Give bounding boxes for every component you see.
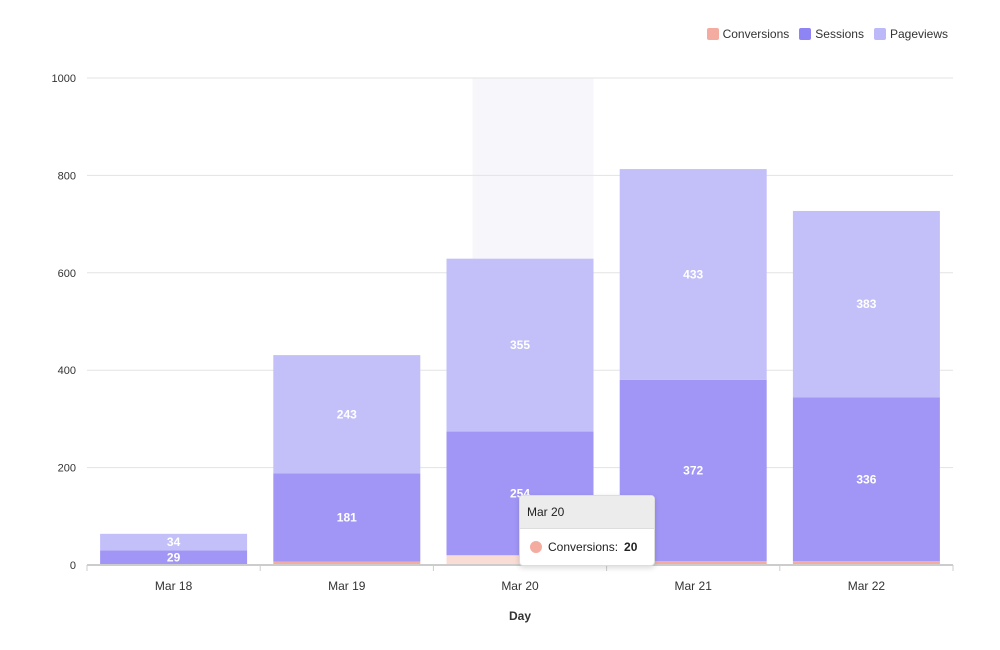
legend-item-pageviews[interactable]: Pageviews xyxy=(873,27,948,41)
bar-conversions xyxy=(619,561,767,565)
conversions-swatch xyxy=(706,28,719,40)
data-label: 29 xyxy=(167,550,181,564)
legend-label: Conversions xyxy=(722,27,790,41)
bar-pageviews xyxy=(100,533,248,551)
x-tick-label: Mar 19 xyxy=(328,579,366,593)
tooltip: Mar 20 Conversions: 20 xyxy=(519,495,655,566)
data-label: 372 xyxy=(683,464,703,478)
bar-sessions xyxy=(100,550,248,565)
y-tick-label: 600 xyxy=(58,268,76,280)
bar-conversions xyxy=(273,561,421,565)
y-tick-label: 200 xyxy=(58,463,76,475)
data-label: 243 xyxy=(337,407,357,421)
x-tick-label: Mar 18 xyxy=(155,579,193,593)
pageviews-swatch xyxy=(873,28,886,40)
y-tick-label: 800 xyxy=(58,170,76,182)
y-tick-label: 400 xyxy=(58,365,76,377)
sessions-swatch xyxy=(799,28,812,40)
tooltip-label: Conversions: xyxy=(548,540,619,554)
x-axis-title: Day xyxy=(509,609,531,623)
data-label: 336 xyxy=(856,472,876,486)
bar-pageviews xyxy=(273,355,421,474)
y-tick-label: 0 xyxy=(70,560,76,572)
bar-conversions xyxy=(792,561,940,565)
tooltip-color-dot xyxy=(530,541,542,553)
legend: Conversions Sessions Pageviews xyxy=(706,27,948,41)
x-tick-label: Mar 21 xyxy=(675,579,713,593)
data-label: 355 xyxy=(510,338,530,352)
x-tick-label: Mar 20 xyxy=(501,579,539,593)
bar-pageviews xyxy=(792,210,940,398)
data-label: 383 xyxy=(856,297,876,311)
data-label: 181 xyxy=(337,511,357,525)
legend-item-sessions[interactable]: Sessions xyxy=(799,27,864,41)
tooltip-value: 20 xyxy=(624,540,638,554)
x-tick-label: Mar 22 xyxy=(848,579,886,593)
data-label: 34 xyxy=(167,535,181,549)
tooltip-title: Mar 20 xyxy=(520,496,654,529)
legend-label: Pageviews xyxy=(889,27,948,41)
bar-pageviews xyxy=(619,169,767,380)
y-tick-label: 1000 xyxy=(52,73,76,85)
legend-label: Sessions xyxy=(815,27,864,41)
data-label: 433 xyxy=(683,268,703,282)
bar-pageviews xyxy=(446,258,594,432)
bar-sessions xyxy=(273,473,421,562)
legend-item-conversions[interactable]: Conversions xyxy=(706,27,790,41)
bar-sessions xyxy=(792,397,940,562)
